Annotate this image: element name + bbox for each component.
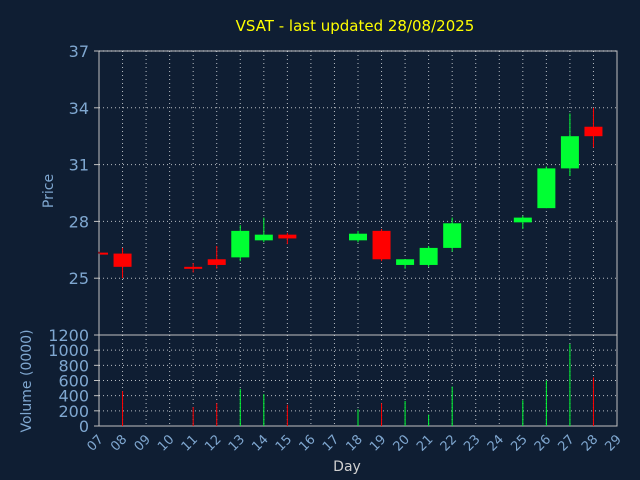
x-tick-label: 23 — [461, 432, 483, 454]
candle-body — [231, 230, 250, 258]
x-tick-label: 09 — [132, 432, 154, 454]
candle-body — [372, 230, 391, 260]
candle-body — [537, 168, 556, 209]
x-tick-label: 19 — [367, 432, 389, 454]
x-tick-label: 11 — [179, 432, 201, 454]
x-tick-label: 08 — [108, 432, 130, 454]
candle-body — [560, 136, 579, 169]
candle-body — [443, 223, 462, 248]
candle-body — [419, 247, 438, 265]
price-panel: 25 28 31 34 37 — [69, 42, 618, 336]
x-axis-label: Day — [333, 459, 361, 475]
x-axis-ticks: 07 08 09 10 11 12 13 14 15 16 17 18 19 20 21 22 23 24 25 26… — [85, 432, 625, 454]
x-tick-label: 14 — [249, 432, 271, 454]
candle-body — [100, 252, 108, 255]
candle-body — [254, 234, 273, 241]
candle-body — [584, 126, 603, 137]
price-tick-label: 25 — [69, 269, 89, 288]
x-tick-label: 21 — [414, 432, 436, 454]
candle-body — [207, 259, 226, 265]
x-tick-label: 17 — [320, 432, 342, 454]
x-tick-label: 28 — [579, 432, 601, 454]
x-tick-label: 12 — [202, 432, 224, 454]
price-tick-label: 37 — [69, 42, 89, 61]
candle-body — [278, 234, 297, 239]
volume-tick-label: 600 — [58, 372, 89, 391]
volume-tick-label: 400 — [58, 387, 89, 406]
x-tick-label: 25 — [508, 432, 530, 454]
candle-body — [349, 233, 367, 241]
x-tick-label: 16 — [296, 432, 318, 454]
x-tick-label: 18 — [344, 432, 366, 454]
price-tick-label: 31 — [69, 156, 89, 175]
candle-body — [513, 217, 532, 223]
volume-tick-label: 800 — [58, 356, 89, 375]
x-tick-label: 15 — [273, 432, 295, 454]
price-tick-label: 34 — [69, 99, 89, 118]
x-tick-label: 29 — [603, 432, 625, 454]
volume-axis-label: Volume (0000) — [19, 329, 35, 432]
volume-tick-label: 200 — [58, 402, 89, 421]
volume-tick-label: 1200 — [48, 326, 89, 345]
volume-tick-label: 1000 — [48, 341, 89, 360]
x-tick-label: 27 — [555, 432, 577, 454]
volume-tick-label: 0 — [79, 417, 89, 436]
candle-body — [184, 266, 203, 269]
x-tick-label: 24 — [485, 432, 507, 454]
x-tick-label: 20 — [391, 432, 413, 454]
x-tick-label: 26 — [532, 432, 554, 454]
candle-body — [113, 253, 132, 267]
x-tick-label: 10 — [155, 432, 177, 454]
candle-body — [396, 259, 415, 265]
x-tick-label: 22 — [438, 432, 460, 454]
price-axis-label: Price — [41, 174, 57, 208]
x-tick-label: 13 — [226, 432, 248, 454]
chart-title: VSAT - last updated 28/08/2025 — [236, 17, 475, 35]
price-tick-label: 28 — [69, 212, 89, 231]
